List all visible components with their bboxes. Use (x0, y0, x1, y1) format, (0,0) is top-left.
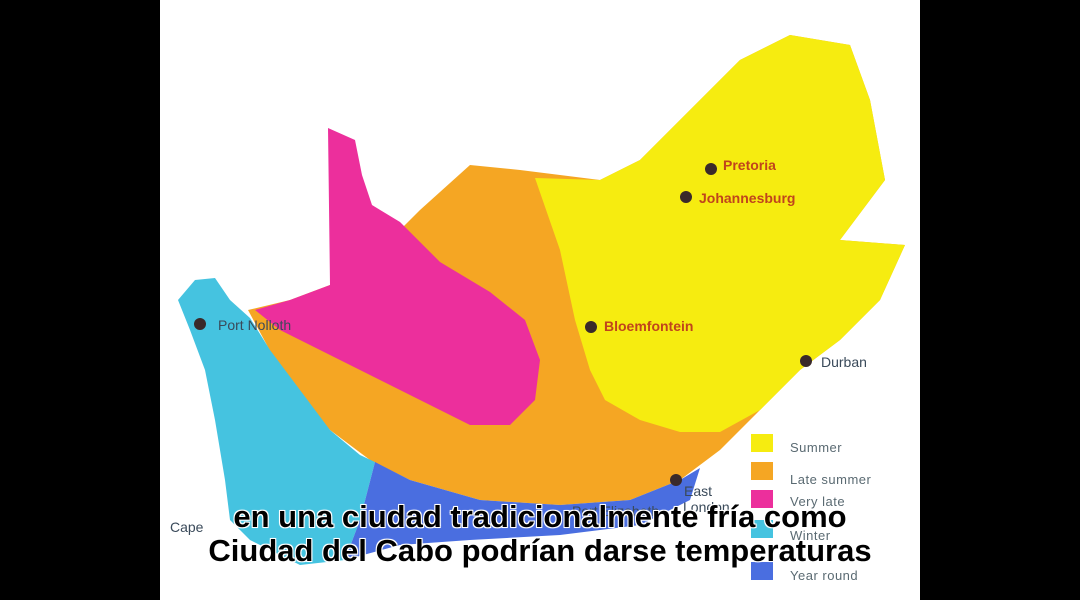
city-label-east: East (684, 483, 712, 499)
subtitle-line-2: Ciudad del Cabo podrían darse temperatur… (208, 533, 872, 568)
legend-swatch-year-round (751, 562, 773, 580)
legend-label-year-round: Year round (790, 568, 858, 583)
city-label-cape: Cape (170, 519, 204, 535)
city-label-pretoria: Pretoria (723, 157, 776, 173)
city-label-port-elizabeth: Port Elizabeth (572, 503, 659, 519)
region-winter (178, 278, 375, 565)
city-dot-bloemfontein (585, 321, 597, 333)
city-label-johannesburg: Johannesburg (699, 190, 795, 206)
region-year-round (345, 462, 700, 560)
region-very-late (255, 128, 540, 425)
city-dot-east-london (670, 474, 682, 486)
city-label-london: London (683, 499, 730, 515)
region-summer (535, 35, 905, 432)
legend-label-very-late: Very late (790, 494, 845, 509)
legend-label-summer: Summer (790, 440, 842, 455)
city-dot-johannesburg (680, 191, 692, 203)
city-dot-durban (800, 355, 812, 367)
legend-label-winter: Winter (790, 528, 831, 543)
map-legend: Summer Late summer Very late Winter Year… (751, 434, 872, 583)
legend-swatch-late-summer (751, 462, 773, 480)
city-dot-pretoria (705, 163, 717, 175)
subtitles: en una ciudad tradicionalmente fría como… (0, 500, 1080, 568)
city-dot-port-nolloth (194, 318, 206, 330)
legend-swatch-summer (751, 434, 773, 452)
legend-label-late-summer: Late summer (790, 472, 872, 487)
legend-swatch-very-late (751, 490, 773, 508)
city-label-durban: Durban (821, 354, 867, 370)
subtitle-line-1: en una ciudad tradicionalmente fría como (233, 499, 847, 534)
city-label-bloemfontein: Bloemfontein (604, 318, 693, 334)
legend-swatch-winter (751, 520, 773, 538)
city-label-port-nolloth: Port Nolloth (218, 317, 291, 333)
